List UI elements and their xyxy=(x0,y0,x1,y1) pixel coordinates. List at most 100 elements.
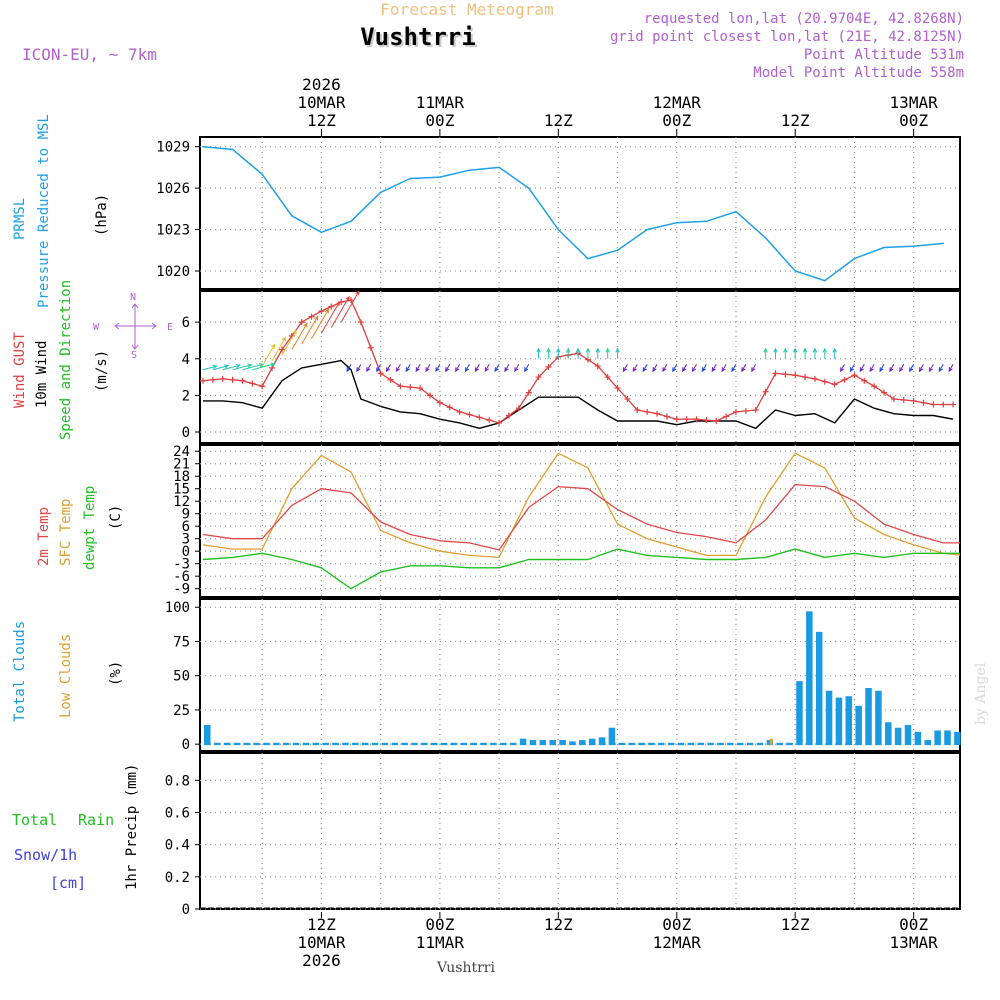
wind-arrow-head xyxy=(484,367,489,373)
wind-arrow xyxy=(751,364,757,372)
gust-marker xyxy=(831,381,838,388)
wind-arrow xyxy=(232,364,252,371)
wind-arrow-head xyxy=(303,322,308,328)
total-cloud-bar xyxy=(914,731,922,746)
wind-arrow xyxy=(840,364,845,372)
gust-marker xyxy=(900,396,907,403)
wind-arrow-head xyxy=(741,367,746,373)
wind-arrow xyxy=(494,364,500,372)
wind-arrow-head xyxy=(711,367,716,373)
wind-arrow-head xyxy=(918,367,924,373)
gust-marker xyxy=(713,418,720,425)
meteogram-subtitle: Forecast Meteogram xyxy=(380,0,553,19)
wind-arrow xyxy=(474,364,480,372)
wind-arrow-head xyxy=(822,347,828,353)
pressure-point xyxy=(646,228,648,231)
wind-series xyxy=(200,291,957,429)
clouds-ytick-label: 0 xyxy=(182,737,190,753)
total-cloud-bar xyxy=(885,722,892,746)
wind-arrow-head xyxy=(595,347,600,353)
gust-marker xyxy=(940,401,947,408)
pressure-point xyxy=(379,191,382,194)
pressure-point xyxy=(409,177,412,180)
wind-arrow xyxy=(366,364,372,372)
wind-arrow xyxy=(731,364,737,372)
wind-arrow xyxy=(642,364,648,372)
cloud-bars xyxy=(204,611,961,746)
wind-arrow xyxy=(928,364,934,372)
temp-ytick-label: 12 xyxy=(173,494,190,510)
wind-unit: (m/s) xyxy=(94,350,110,392)
wind-arrow xyxy=(504,364,510,372)
total-cloud-bar xyxy=(855,705,862,746)
wind-arrow xyxy=(356,364,362,372)
time-label: 13MAR xyxy=(890,93,939,112)
clouds-ytick-label: 50 xyxy=(173,669,190,685)
wind-arrow xyxy=(301,316,319,345)
gust-marker xyxy=(318,308,325,315)
pressure-point xyxy=(705,220,708,223)
wind-arrow-head xyxy=(464,367,470,373)
gust-marker xyxy=(209,376,216,383)
gust-marker xyxy=(861,377,868,384)
wind-arrow xyxy=(909,364,915,372)
gust-marker xyxy=(535,374,542,381)
total-cloud-bar xyxy=(806,611,813,746)
wind-arrow xyxy=(455,364,461,372)
wind-arrow xyxy=(919,364,924,372)
grid-lines xyxy=(200,137,960,910)
wind-arrow-head xyxy=(812,347,818,353)
dewpt-line xyxy=(202,548,960,590)
wind-arrow-head xyxy=(224,364,230,369)
total-cloud-bar xyxy=(243,742,250,746)
wind-arrow xyxy=(879,364,885,372)
pressure-point xyxy=(794,270,796,272)
pressure-ytick-label: 1020 xyxy=(156,264,190,280)
total-cloud-bar xyxy=(559,740,566,746)
gust-marker xyxy=(417,385,424,392)
wind-arrow xyxy=(622,364,628,372)
wind-arrow-head xyxy=(281,336,286,342)
total-cloud-bar xyxy=(213,742,221,746)
total-cloud-bar xyxy=(579,740,586,746)
total-cloud-bar xyxy=(638,742,645,746)
total-cloud-bar xyxy=(292,742,300,746)
precip-label-snow: Snow/1h xyxy=(14,846,77,864)
total-cloud-bar xyxy=(825,690,833,746)
wind-arrow xyxy=(202,365,217,371)
total-cloud-bar xyxy=(273,742,280,746)
temp-label-sfc: SFC Temp xyxy=(58,499,74,566)
wind-arrow xyxy=(281,330,297,356)
wind-arrow-head xyxy=(494,367,499,373)
requested-coords: requested lon,lat (20.9704E, 42.8268N) xyxy=(644,11,964,27)
sfc-temp-line xyxy=(202,452,960,559)
compass-e: E xyxy=(167,322,173,333)
clouds-ytick-label: 75 xyxy=(173,634,190,650)
total-cloud-bar xyxy=(618,742,626,746)
wind-arrow-head xyxy=(395,367,400,373)
temp-unit: (C) xyxy=(108,505,124,530)
wind-arrow-head xyxy=(536,347,541,353)
wind-arrow-head xyxy=(615,347,620,353)
total-cloud-bar xyxy=(322,742,329,746)
gust-marker xyxy=(476,414,483,421)
total-cloud-bar xyxy=(727,742,734,746)
gust-marker xyxy=(219,375,226,382)
wind-arrow xyxy=(948,364,954,372)
wind-arrow-head xyxy=(721,367,726,373)
gust-marker xyxy=(298,319,305,326)
wind-arrow-head xyxy=(212,364,218,370)
total-cloud-bar xyxy=(924,740,932,746)
watermark: by Angel xyxy=(973,662,989,725)
total-cloud-bar xyxy=(233,742,241,746)
gust-marker xyxy=(229,376,236,383)
wind-arrow-head xyxy=(672,367,677,373)
total-cloud-bar xyxy=(569,741,576,746)
wind-arrow xyxy=(321,302,340,334)
wind-arrow xyxy=(346,364,352,372)
total-cloud-bar xyxy=(954,731,961,746)
time-label: 10MAR xyxy=(297,93,346,112)
wind-arrow-head xyxy=(415,367,420,373)
wind-arrow xyxy=(741,364,747,372)
